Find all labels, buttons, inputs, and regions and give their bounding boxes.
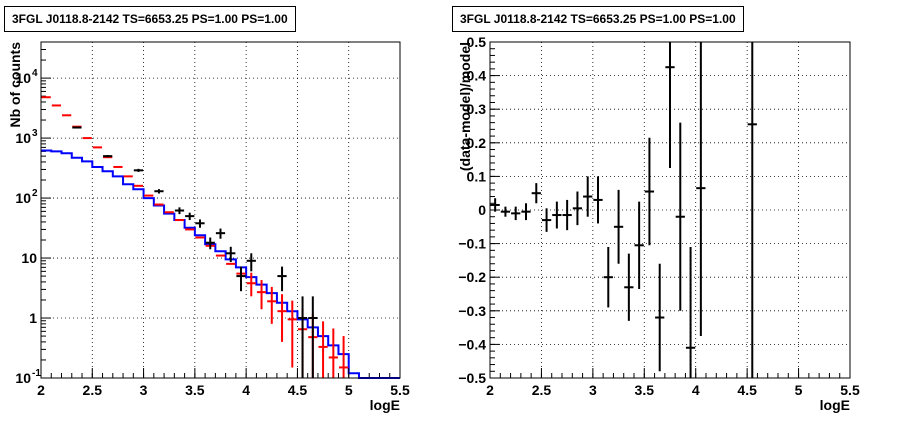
y-tick-label: −0.4 [458, 336, 486, 352]
x-tick-label: 5.5 [390, 382, 410, 398]
y-tick-label: 0.3 [467, 101, 487, 117]
y-tick-label: −0.5 [458, 370, 486, 386]
y-tick-label: 10 [15, 370, 31, 386]
x-axis-title: logE [370, 397, 400, 413]
y-tick-exponent: 2 [32, 188, 38, 199]
y-tick-label: −0.3 [458, 303, 486, 319]
x-tick-label: 2.5 [532, 382, 552, 398]
y-tick-label: 0.5 [467, 34, 487, 50]
x-tick-label: 4.5 [288, 382, 308, 398]
x-tick-label: 5.5 [840, 382, 860, 398]
x-tick-label: 5 [795, 382, 803, 398]
x-tick-label: 3 [140, 382, 148, 398]
x-tick-label: 4 [692, 382, 700, 398]
y-tick-label: 0.4 [467, 68, 487, 84]
y-tick-label: 1 [29, 310, 37, 326]
counts-plot-title: 3FGL J0118.8-2142 TS=6653.25 PS=1.00 PS=… [4, 6, 296, 32]
y-tick-exponent: 3 [32, 128, 38, 139]
y-tick-label: 10 [15, 190, 31, 206]
y-tick-label: 10 [15, 70, 31, 86]
model-step-line [41, 149, 400, 379]
x-axis-title: logE [820, 397, 850, 413]
y-tick-exponent: 4 [32, 68, 38, 79]
plot-frame [40, 41, 401, 379]
y-tick-label: 10 [21, 250, 37, 266]
x-tick-label: 3 [589, 382, 597, 398]
residuals-plot-title: 3FGL J0118.8-2142 TS=6653.25 PS=1.00 PS=… [452, 6, 744, 32]
residuals-panel: 2 2.5 3 3.5 4 4.5 5 5.5 −0.5 −0.4 −0.3 −0.2 −0.1 0 0.1… [457, 34, 860, 413]
x-tick-label: 3.5 [185, 382, 205, 398]
y-tick-label: −0.1 [458, 236, 486, 252]
y-tick-label: 0.2 [467, 135, 487, 151]
x-tick-label: 3.5 [635, 382, 655, 398]
y-tick-exponent: -1 [32, 368, 41, 379]
x-tick-label: 4 [242, 382, 250, 398]
y-tick-label: 10 [15, 130, 31, 146]
x-tick-label: 5 [345, 382, 353, 398]
x-tick-label: 2 [486, 382, 494, 398]
x-tick-label: 2.5 [83, 382, 103, 398]
x-tick-label: 4.5 [737, 382, 757, 398]
x-tick-label: 2 [37, 382, 45, 398]
y-tick-label: 0 [478, 202, 486, 218]
y-tick-label: −0.2 [458, 269, 486, 285]
y-tick-label: 0.1 [467, 168, 487, 184]
y-axis-title: (data-model)/model [457, 42, 473, 171]
y-axis-title: Nb of counts [7, 42, 23, 128]
